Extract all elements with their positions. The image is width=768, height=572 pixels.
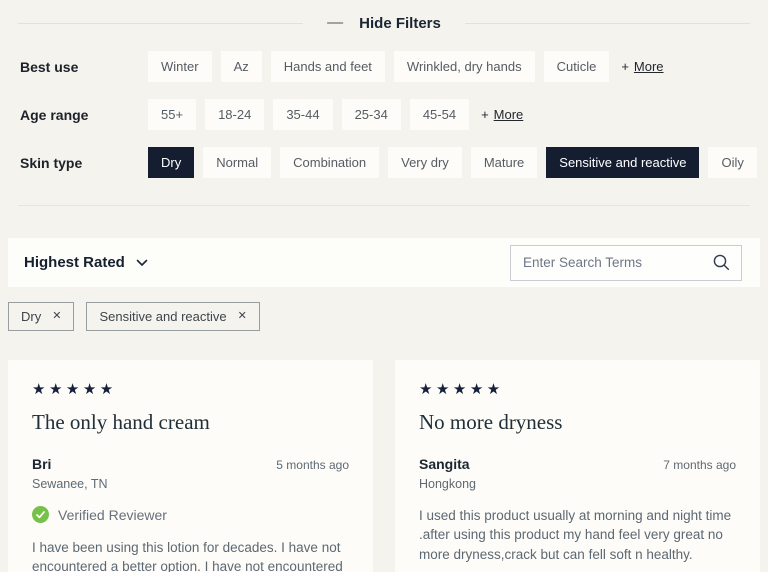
sort-dropdown[interactable]: Highest Rated: [24, 254, 148, 271]
hide-filters-label: Hide Filters: [359, 14, 441, 32]
best-use-more-link[interactable]: + More: [621, 59, 663, 74]
filter-option-oily[interactable]: Oily: [708, 147, 757, 178]
review-cards: ★★★★★ The only hand cream Bri 5 months a…: [8, 360, 760, 572]
sort-dropdown-label: Highest Rated: [24, 254, 125, 271]
reviewer-location: Sewanee, TN: [32, 477, 108, 491]
active-filter-chips: Dry ✕ Sensitive and reactive ✕: [8, 302, 760, 331]
filter-option-hands-and-feet[interactable]: Hands and feet: [270, 51, 385, 82]
chip-label: Sensitive and reactive: [99, 309, 227, 324]
plus-icon: +: [481, 107, 489, 122]
filter-label: Skin type: [20, 154, 83, 171]
filter-row-age-range: Age range 55+ 18-24 35-44 25-34 45-54 + …: [20, 98, 748, 131]
divider-line: [464, 22, 750, 24]
filter-option-45-54[interactable]: 45-54: [409, 99, 470, 130]
verified-reviewer-row: Verified Reviewer: [32, 506, 349, 523]
pill-group: Winter Az Hands and feet Wrinkled, dry h…: [148, 51, 664, 82]
review-card: ★★★★★ No more dryness Sangita 7 months a…: [395, 360, 760, 572]
chip-label: Dry: [21, 309, 42, 324]
filter-label: Age range: [20, 106, 89, 123]
review-body: I have been using this lotion for decade…: [32, 540, 343, 572]
remove-chip-icon[interactable]: ✕: [52, 310, 62, 322]
divider-line: [18, 22, 304, 24]
filter-option-very-dry[interactable]: Very dry: [388, 147, 462, 178]
verified-check-icon: [32, 506, 49, 523]
filter-option-combination[interactable]: Combination: [280, 147, 380, 178]
sort-search-toolbar: Highest Rated: [8, 238, 760, 287]
age-range-more-link[interactable]: + More: [481, 107, 523, 122]
filter-option-winter[interactable]: Winter: [148, 51, 212, 82]
review-date: 5 months ago: [276, 458, 349, 472]
active-filter-chip-dry[interactable]: Dry ✕: [8, 302, 75, 331]
filter-rows: Best use Winter Az Hands and feet Wrinkl…: [0, 34, 768, 179]
chevron-down-icon: [136, 259, 148, 267]
reviewer-location: Hongkong: [419, 477, 476, 491]
star-rating: ★★★★★: [419, 381, 504, 398]
reviewer-name: Bri: [32, 456, 52, 472]
review-title: The only hand cream: [32, 410, 210, 434]
filter-label: Best use: [20, 58, 79, 75]
review-meta: Sangita 7 months ago: [419, 456, 736, 472]
minus-icon: —: [327, 14, 344, 31]
filter-row-skin-type: Skin type Dry Normal Combination Very dr…: [20, 146, 757, 179]
more-link-label: More: [493, 107, 524, 122]
remove-chip-icon[interactable]: ✕: [237, 310, 247, 322]
reviewer-name: Sangita: [419, 456, 470, 472]
pill-group: Dry Normal Combination Very dry Mature S…: [148, 147, 768, 178]
search-input[interactable]: [523, 255, 712, 270]
filter-row-best-use: Best use Winter Az Hands and feet Wrinkl…: [20, 50, 748, 83]
verified-reviewer-label: Verified Reviewer: [58, 506, 167, 523]
filter-option-wrinkled-dry-hands[interactable]: Wrinkled, dry hands: [393, 51, 535, 82]
review-date: 7 months ago: [663, 458, 736, 472]
section-divider: [18, 205, 750, 206]
search-icon[interactable]: [712, 253, 731, 272]
review-title: No more dryness: [419, 410, 563, 434]
filters-toggle-bar: — Hide Filters: [0, 0, 768, 34]
star-rating: ★★★★★: [32, 381, 117, 398]
filter-option-sensitive-and-reactive[interactable]: Sensitive and reactive: [546, 147, 700, 178]
filter-option-normal[interactable]: Normal: [203, 147, 272, 178]
active-filter-chip-sensitive-and-reactive[interactable]: Sensitive and reactive ✕: [86, 302, 260, 331]
filter-option-dry[interactable]: Dry: [148, 147, 195, 178]
plus-icon: +: [621, 59, 629, 74]
filter-option-35-44[interactable]: 35-44: [273, 99, 333, 130]
search-box: [510, 244, 742, 281]
filter-option-az[interactable]: Az: [220, 51, 262, 82]
filter-option-55plus[interactable]: 55+: [148, 99, 197, 130]
filter-option-25-34[interactable]: 25-34: [341, 99, 401, 130]
review-card: ★★★★★ The only hand cream Bri 5 months a…: [8, 360, 373, 572]
filter-option-mature[interactable]: Mature: [470, 147, 538, 178]
more-link-label: More: [633, 59, 664, 74]
filter-option-18-24[interactable]: 18-24: [205, 99, 265, 130]
pill-group: 55+ 18-24 35-44 25-34 45-54 + More: [148, 99, 523, 130]
filter-option-cuticle[interactable]: Cuticle: [543, 51, 610, 82]
review-body: I used this product usually at morning a…: [419, 508, 732, 562]
hide-filters-toggle[interactable]: — Hide Filters: [303, 15, 465, 32]
review-meta: Bri 5 months ago: [32, 456, 349, 472]
